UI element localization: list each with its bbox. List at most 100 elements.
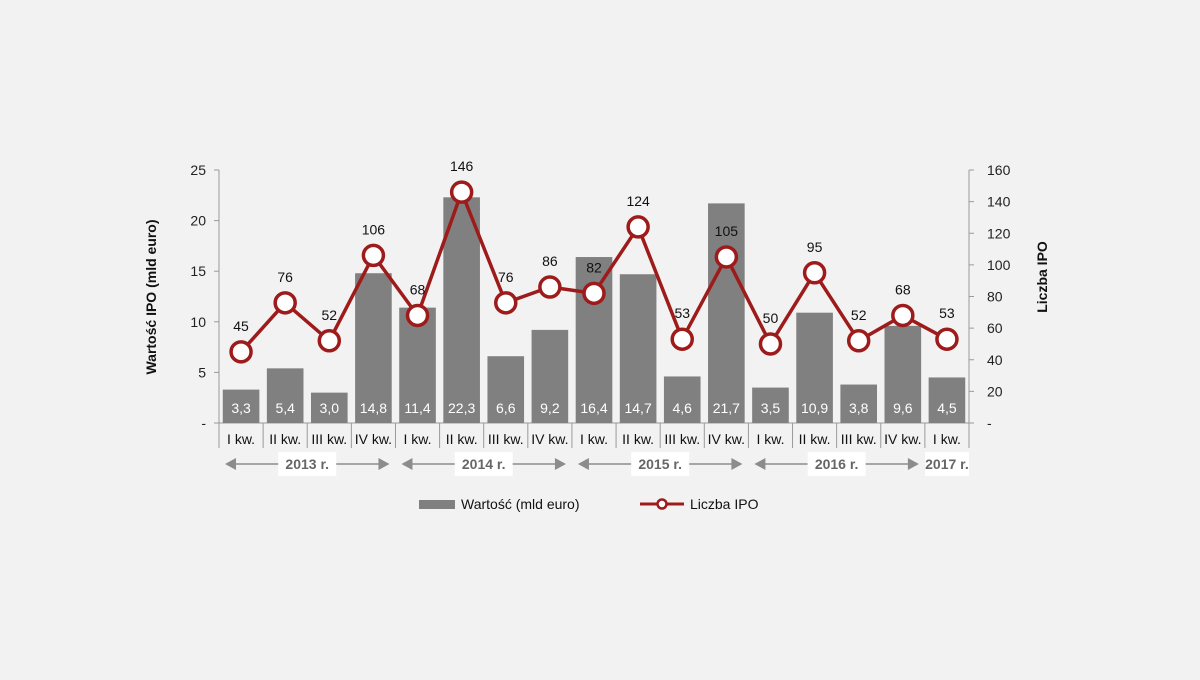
right-tick-label: 120 [987, 225, 1011, 241]
right-tick-label: 40 [987, 352, 1003, 368]
ipo-count-label: 124 [626, 193, 650, 209]
year-label: 2016 r. [815, 456, 859, 472]
bar-value-label: 3,5 [761, 400, 781, 416]
bar [708, 203, 745, 423]
bar-value-label: 5,4 [275, 400, 295, 416]
year-label: 2017 r. [925, 456, 969, 472]
year-label: 2014 r. [462, 456, 506, 472]
left-tick-label: 25 [190, 162, 206, 178]
y2-axis-title: Liczba IPO [1034, 241, 1050, 313]
x-tick-label: I kw. [756, 431, 784, 447]
ipo-count-point [538, 275, 562, 299]
ipo-count-label: 68 [410, 281, 426, 297]
ipo-count-point [670, 327, 694, 351]
ipo-count-point [494, 291, 518, 315]
year-arrow-right-head [378, 458, 390, 470]
bar [531, 329, 569, 423]
bar-value-label: 14,7 [624, 400, 651, 416]
x-tick-label: II kw. [622, 431, 654, 447]
ipo-count-label: 53 [674, 305, 690, 321]
ipo-count-point [802, 261, 827, 285]
ipo-count-point [229, 340, 253, 364]
x-tick-label: I kw. [404, 431, 432, 447]
right-tick-label: - [987, 415, 992, 431]
ipo-count-label: 106 [362, 221, 386, 237]
bar-value-label: 11,4 [404, 400, 430, 416]
ipo-count-label: 146 [450, 158, 474, 174]
ipo-count-label: 86 [542, 253, 558, 269]
year-arrow-left-head [225, 458, 236, 470]
legend-bar-swatch [419, 500, 455, 509]
ipo-count-point [846, 329, 871, 353]
left-tick-label: 15 [190, 263, 206, 279]
ipo-count-label: 76 [277, 269, 293, 285]
year-label-box [924, 452, 969, 476]
ipo-count-point [582, 281, 606, 306]
ipo-count-point [935, 327, 959, 351]
bar-value-label: 3,8 [849, 400, 869, 416]
ipo-count-point [891, 303, 915, 328]
year-label: 2013 r. [285, 456, 329, 472]
x-tick-label: I kw. [580, 431, 608, 447]
year-arrow-left-head [401, 458, 413, 470]
legend-bar-label: Wartość (mld euro) [461, 496, 580, 512]
bar [266, 368, 304, 423]
x-tick-label: II kw. [269, 431, 301, 447]
bar-value-label: 22,3 [448, 400, 475, 416]
bar [619, 274, 657, 423]
ipo-count-label: 52 [851, 307, 867, 323]
left-tick-label: 5 [198, 364, 206, 380]
year-label-box [807, 452, 866, 476]
bar [310, 392, 348, 423]
right-tick-label: 20 [987, 383, 1003, 399]
ipo-count-label: 53 [939, 305, 955, 321]
ipo-count-point [449, 180, 474, 204]
year-arrow-left-head [754, 458, 766, 470]
ipo-count-point [758, 332, 783, 356]
year-arrow-right-head [731, 458, 743, 470]
x-tick-label: IV kw. [884, 431, 921, 447]
left-tick-label: 10 [190, 314, 206, 330]
right-tick-label: 140 [987, 194, 1011, 210]
bar [796, 312, 833, 423]
bar-value-label: 21,7 [713, 400, 740, 416]
bar-value-label: 6,6 [496, 400, 516, 416]
bar-value-label: 10,9 [801, 400, 828, 416]
year-arrow-left-head [577, 458, 589, 470]
bar-value-label: 9,2 [540, 400, 560, 416]
bar [884, 325, 922, 423]
x-tick-label: IV kw. [355, 431, 392, 447]
y-axis-title: Wartość IPO (mld euro) [143, 219, 159, 374]
bar [928, 377, 966, 423]
year-label-box [278, 452, 337, 476]
ipo-count-label: 105 [715, 223, 739, 239]
legend-line-marker [656, 498, 668, 510]
bar-value-label: 14,8 [360, 400, 387, 416]
ipo-count-point [714, 245, 739, 269]
legend-line-label: Liczba IPO [690, 496, 759, 512]
year-label-box [454, 452, 513, 476]
year-arrow-right-head [907, 458, 919, 470]
bar [355, 273, 392, 423]
ipo-count-label: 82 [586, 259, 602, 275]
bar-value-label: 3,3 [231, 400, 251, 416]
ipo-count-label: 95 [807, 239, 823, 255]
bar-value-label: 16,4 [580, 400, 607, 416]
bar [752, 387, 789, 423]
bar [663, 376, 701, 423]
ipo-count-label: 68 [895, 281, 911, 297]
x-tick-label: IV kw. [708, 431, 745, 447]
bar-value-label: 4,6 [673, 400, 693, 416]
bar [840, 384, 878, 423]
year-arrow-right-head [554, 458, 566, 470]
bar [487, 356, 525, 423]
left-tick-label: 20 [190, 213, 206, 229]
ipo-count-point [317, 329, 342, 353]
x-tick-label: IV kw. [531, 431, 568, 447]
x-tick-label: II kw. [446, 431, 478, 447]
ipo-count-point [405, 303, 430, 328]
right-tick-label: 100 [987, 257, 1011, 273]
x-tick-label: III kw. [488, 431, 524, 447]
